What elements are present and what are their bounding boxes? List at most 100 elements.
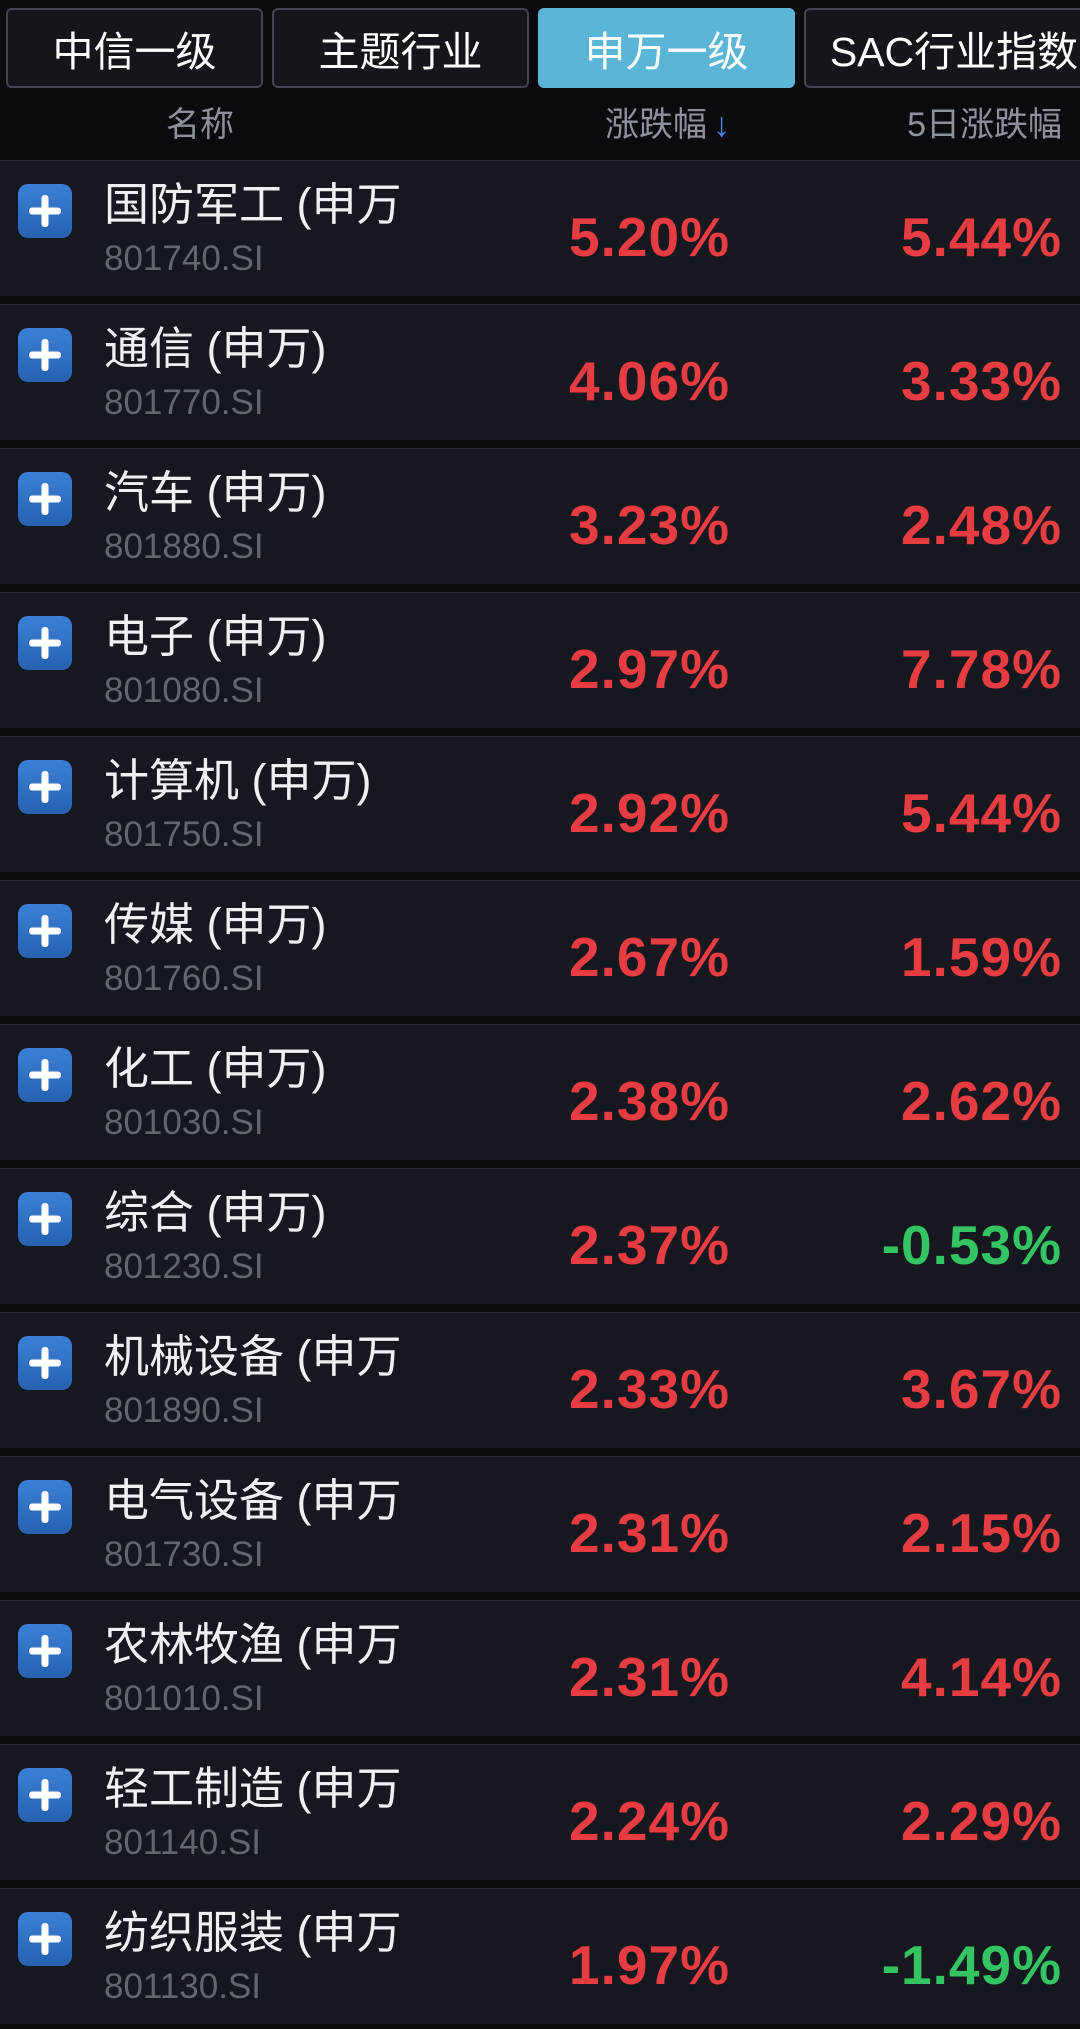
change-percent: 5.20% bbox=[569, 205, 730, 268]
industry-info: 计算机 (申万) 801750.SI bbox=[0, 752, 400, 858]
industry-name: 计算机 (申万) bbox=[104, 754, 372, 806]
industry-code: 801080.SI bbox=[104, 670, 264, 710]
change-5d-percent: 2.15% bbox=[901, 1501, 1062, 1564]
name-block: 通信 (申万) 801770.SI bbox=[104, 320, 326, 426]
add-to-watchlist-button[interactable] bbox=[18, 903, 72, 958]
name-block: 化工 (申万) 801030.SI bbox=[104, 1040, 326, 1146]
change-percent: 2.37% bbox=[569, 1213, 730, 1276]
add-to-watchlist-button[interactable] bbox=[18, 615, 72, 670]
change-5d-percent: 2.29% bbox=[901, 1789, 1062, 1852]
industry-info: 纺织服装 (申万) 801130.SI bbox=[0, 1904, 400, 2010]
change-5d-percent: 3.67% bbox=[901, 1357, 1062, 1420]
industry-row[interactable]: 传媒 (申万) 801760.SI 2.67% 1.59% bbox=[0, 880, 1080, 1016]
name-block: 纺织服装 (申万) 801130.SI bbox=[104, 1904, 400, 2010]
industry-name: 综合 (申万) bbox=[104, 1186, 327, 1238]
industry-code: 801880.SI bbox=[104, 526, 264, 566]
industry-name: 电气设备 (申万) bbox=[104, 1474, 400, 1526]
change-5d-percent: -1.49% bbox=[881, 1933, 1062, 1996]
industry-row[interactable]: 化工 (申万) 801030.SI 2.38% 2.62% bbox=[0, 1024, 1080, 1160]
add-to-watchlist-button[interactable] bbox=[18, 1047, 72, 1102]
industry-info: 通信 (申万) 801770.SI bbox=[0, 320, 400, 426]
industry-info: 汽车 (申万) 801880.SI bbox=[0, 464, 400, 570]
industry-row[interactable]: 机械设备 (申万) 801890.SI 2.33% 3.67% bbox=[0, 1312, 1080, 1448]
industry-info: 国防军工 (申万) 801740.SI bbox=[0, 176, 400, 282]
change-percent: 2.97% bbox=[569, 637, 730, 700]
name-block: 机械设备 (申万) 801890.SI bbox=[104, 1328, 400, 1434]
industry-info: 电气设备 (申万) 801730.SI bbox=[0, 1472, 400, 1578]
industry-code: 801730.SI bbox=[104, 1534, 264, 1574]
tab-shenwan-level1[interactable]: 申万一级 bbox=[538, 8, 795, 88]
change-5d-percent: 2.48% bbox=[901, 493, 1062, 556]
add-to-watchlist-button[interactable] bbox=[18, 471, 72, 526]
industry-row[interactable]: 综合 (申万) 801230.SI 2.37% -0.53% bbox=[0, 1168, 1080, 1304]
change-percent: 2.33% bbox=[569, 1357, 730, 1420]
tab-citic-level1[interactable]: 中信一级 bbox=[6, 8, 263, 88]
industry-name: 国防军工 (申万) bbox=[104, 178, 400, 230]
name-block: 国防军工 (申万) 801740.SI bbox=[104, 176, 400, 282]
add-to-watchlist-button[interactable] bbox=[18, 1191, 72, 1246]
change-percent: 2.92% bbox=[569, 781, 730, 844]
industry-name: 传媒 (申万) bbox=[104, 898, 327, 950]
industry-info: 机械设备 (申万) 801890.SI bbox=[0, 1328, 400, 1434]
industry-list: 国防军工 (申万) 801740.SI 5.20% 5.44% 通信 (申万) … bbox=[0, 160, 1080, 2024]
name-block: 电气设备 (申万) 801730.SI bbox=[104, 1472, 400, 1578]
industry-row[interactable]: 纺织服装 (申万) 801130.SI 1.97% -1.49% bbox=[0, 1888, 1080, 2024]
change-percent: 3.23% bbox=[569, 493, 730, 556]
industry-code: 801230.SI bbox=[104, 1246, 264, 1286]
change-percent: 2.31% bbox=[569, 1501, 730, 1564]
industry-row[interactable]: 通信 (申万) 801770.SI 4.06% 3.33% bbox=[0, 304, 1080, 440]
industry-name: 农林牧渔 (申万) bbox=[104, 1618, 400, 1670]
change-5d-percent: 2.62% bbox=[901, 1069, 1062, 1132]
add-to-watchlist-button[interactable] bbox=[18, 1335, 72, 1390]
industry-info: 农林牧渔 (申万) 801010.SI bbox=[0, 1616, 400, 1722]
industry-name: 机械设备 (申万) bbox=[104, 1330, 400, 1382]
change-5d-percent: 3.33% bbox=[901, 349, 1062, 412]
change-percent: 4.06% bbox=[569, 349, 730, 412]
add-to-watchlist-button[interactable] bbox=[18, 759, 72, 814]
change-5d-percent: 5.44% bbox=[901, 781, 1062, 844]
name-block: 计算机 (申万) 801750.SI bbox=[104, 752, 371, 858]
industry-row[interactable]: 汽车 (申万) 801880.SI 3.23% 2.48% bbox=[0, 448, 1080, 584]
industry-info: 综合 (申万) 801230.SI bbox=[0, 1184, 400, 1290]
industry-name: 轻工制造 (申万) bbox=[104, 1762, 400, 1814]
tab-theme-industry[interactable]: 主题行业 bbox=[272, 8, 529, 88]
sector-tab-bar: 中信一级 主题行业 申万一级 SAC行业指数 bbox=[0, 0, 1080, 92]
industry-row[interactable]: 国防军工 (申万) 801740.SI 5.20% 5.44% bbox=[0, 160, 1080, 296]
industry-code: 801030.SI bbox=[104, 1102, 264, 1142]
industry-code: 801740.SI bbox=[104, 238, 264, 278]
add-to-watchlist-button[interactable] bbox=[18, 1479, 72, 1534]
header-change-sort[interactable]: 涨跌幅 ↓ bbox=[400, 97, 730, 146]
tab-sac-industry-index[interactable]: SAC行业指数 bbox=[804, 8, 1080, 88]
add-to-watchlist-button[interactable] bbox=[18, 1767, 72, 1822]
sort-descending-icon: ↓ bbox=[713, 105, 730, 144]
industry-name: 纺织服装 (申万) bbox=[104, 1906, 400, 1958]
change-percent: 2.31% bbox=[569, 1645, 730, 1708]
change-percent: 2.24% bbox=[569, 1789, 730, 1852]
industry-info: 电子 (申万) 801080.SI bbox=[0, 608, 400, 714]
change-percent: 2.38% bbox=[569, 1069, 730, 1132]
name-block: 农林牧渔 (申万) 801010.SI bbox=[104, 1616, 400, 1722]
industry-row[interactable]: 轻工制造 (申万) 801140.SI 2.24% 2.29% bbox=[0, 1744, 1080, 1880]
industry-row[interactable]: 农林牧渔 (申万) 801010.SI 2.31% 4.14% bbox=[0, 1600, 1080, 1736]
add-to-watchlist-button[interactable] bbox=[18, 1911, 72, 1966]
change-5d-percent: 7.78% bbox=[901, 637, 1062, 700]
change-percent: 2.67% bbox=[569, 925, 730, 988]
industry-row[interactable]: 电气设备 (申万) 801730.SI 2.31% 2.15% bbox=[0, 1456, 1080, 1592]
industry-info: 轻工制造 (申万) 801140.SI bbox=[0, 1760, 400, 1866]
industry-row[interactable]: 电子 (申万) 801080.SI 2.97% 7.78% bbox=[0, 592, 1080, 728]
add-to-watchlist-button[interactable] bbox=[18, 327, 72, 382]
industry-code: 801760.SI bbox=[104, 958, 264, 998]
header-change-5d[interactable]: 5日涨跌幅 bbox=[907, 105, 1062, 144]
industry-code: 801890.SI bbox=[104, 1390, 264, 1430]
add-to-watchlist-button[interactable] bbox=[18, 183, 72, 238]
industry-code: 801130.SI bbox=[104, 1966, 261, 2006]
change-percent: 1.97% bbox=[569, 1933, 730, 1996]
industry-code: 801770.SI bbox=[104, 382, 264, 422]
add-to-watchlist-button[interactable] bbox=[18, 1623, 72, 1678]
name-block: 电子 (申万) 801080.SI bbox=[104, 608, 326, 714]
table-header: 名称 涨跌幅 ↓ 5日涨跌幅 bbox=[0, 92, 1080, 154]
name-block: 综合 (申万) 801230.SI bbox=[104, 1184, 326, 1290]
header-change-label: 涨跌幅 bbox=[605, 105, 707, 144]
industry-row[interactable]: 计算机 (申万) 801750.SI 2.92% 5.44% bbox=[0, 736, 1080, 872]
industry-info: 化工 (申万) 801030.SI bbox=[0, 1040, 400, 1146]
